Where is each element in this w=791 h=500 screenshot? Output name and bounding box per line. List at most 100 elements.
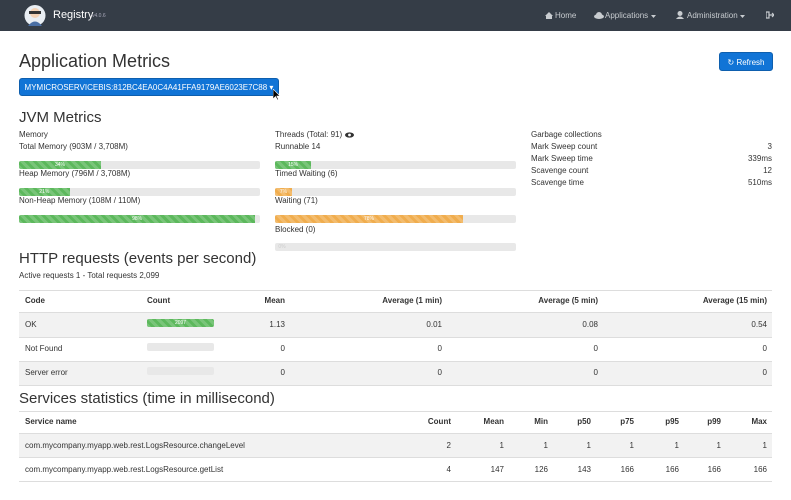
nav-administration[interactable]: Administration [687,0,738,31]
service-cell: 147 [491,465,504,475]
progress-label: 21% [19,188,70,196]
service-cell: 4 [447,465,451,475]
http-code: Server error [25,368,68,378]
http-cell: 0.01 [426,320,442,330]
service-cell: 1 [500,441,504,451]
progress-label: 34% [19,161,101,169]
column-header: Min [534,417,548,427]
progress-bar: 0% [275,243,516,251]
column-header: Count [428,417,451,427]
service-cell: 143 [578,465,591,475]
http-cell: 0 [763,368,767,378]
memory-label: Total Memory (903M / 3,708M) [19,142,128,152]
navbar: Registry v4.0.6 Home Applications Admini… [0,0,791,31]
http-cell: 0 [763,344,767,354]
progress-label: 15% [275,161,311,169]
thread-label: Waiting (71) [275,196,318,206]
section-title: JVM Metrics [19,109,102,126]
count-bar [147,343,214,351]
table-rule [19,457,772,458]
gc-label: Scavenge count [531,166,588,176]
threads-title: Threads (Total: 91) [275,130,342,140]
memory-label: Heap Memory (796M / 3,708M) [19,169,130,179]
table-rule [19,411,772,412]
caret [651,15,656,18]
http-cell: 0 [438,344,442,354]
http-cell: 0 [281,344,285,354]
service-cell: 166 [666,465,679,475]
gc-value: 12 [763,166,772,176]
page-title: Application Metrics [19,51,170,72]
user-icon [676,11,686,19]
thread-label: Blocked (0) [275,225,315,235]
column-header: Max [751,417,767,427]
row-background [19,361,772,385]
http-code: Not Found [25,344,62,354]
table-rule [19,337,772,338]
http-summary: Active requests 1 - Total requests 2,099 [19,271,159,281]
column-header: Average (1 min) [382,296,442,306]
memory-title: Memory [19,130,48,140]
service-cell: 1 [675,441,679,451]
http-cell: 0 [594,368,598,378]
nav-home[interactable]: Home [555,0,576,31]
count-bar: 2097 [147,319,214,327]
table-rule [19,361,772,362]
logo[interactable] [24,4,46,27]
service-cell: 1 [587,441,591,451]
table-rule [19,290,772,291]
eye-icon[interactable] [345,132,354,138]
brand[interactable]: Registry [53,9,93,21]
progress-label: 98% [19,215,255,223]
logout-icon[interactable] [766,11,774,19]
column-header: p99 [707,417,721,427]
cloud-icon [594,12,604,19]
progress-bar: 21% [19,188,260,196]
home-icon [545,12,553,19]
refresh-label: Refresh [736,58,764,67]
http-cell: 0.08 [582,320,598,330]
column-header: Mean [484,417,504,427]
version: v4.0.6 [92,13,106,19]
caret [740,15,745,18]
http-cell: 0 [594,344,598,354]
table-rule [19,385,772,386]
gc-label: Scavenge time [531,178,584,188]
progress-label: 7% [275,188,292,196]
service-cell: com.mycompany.myapp.web.rest.LogsResourc… [25,465,223,475]
nav-applications[interactable]: Applications [605,0,648,31]
column-header: Code [25,296,45,306]
service-cell: 2 [447,441,451,451]
progress-bar: 98% [19,215,260,223]
service-cell: 1 [630,441,634,451]
column-header: p50 [577,417,591,427]
cursor [273,89,281,101]
http-code: OK [25,320,37,330]
progress-bar: 7% [275,188,516,196]
service-cell: 1 [717,441,721,451]
service-cell: 126 [535,465,548,475]
service-cell: 166 [754,465,767,475]
count-bar [147,367,214,375]
service-cell: com.mycompany.myapp.web.rest.LogsResourc… [25,441,245,451]
gc-label: Mark Sweep count [531,142,597,152]
section-title: Services statistics (time in millisecond… [19,390,275,407]
http-cell: 0 [281,368,285,378]
gc-value: 510ms [748,178,772,188]
gc-title: Garbage collections [531,130,602,140]
gc-value: 339ms [748,154,772,164]
instance-dropdown[interactable]: MYMICROSERVICEBIS:812BC4EA0C4A41FFA9179A… [19,78,279,96]
column-header: Average (15 min) [703,296,767,306]
http-cell: 0.54 [751,320,767,330]
http-cell: 1.13 [269,320,285,330]
thread-label: Runnable 14 [275,142,320,152]
thread-label: Timed Waiting (6) [275,169,338,179]
progress-bar: 78% [275,215,516,223]
gc-value: 3 [768,142,772,152]
refresh-button[interactable]: ↻ Refresh [719,52,773,71]
service-cell: 166 [621,465,634,475]
column-header: Average (5 min) [538,296,598,306]
table-rule [19,481,772,482]
column-header: Mean [265,296,285,306]
